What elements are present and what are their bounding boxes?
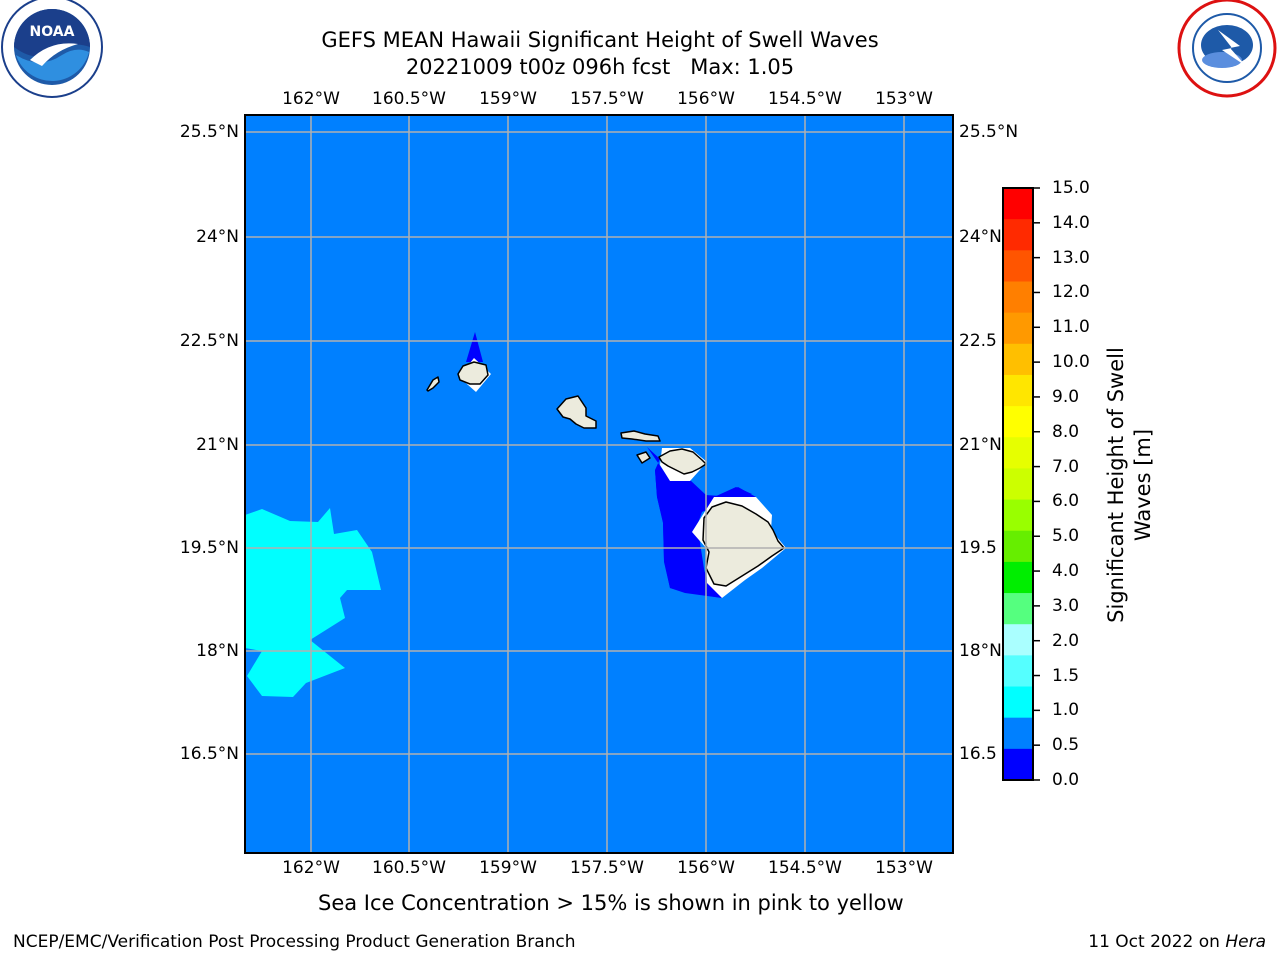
colorbar-segment: [1003, 561, 1033, 594]
colorbar-tick-label: 0.0: [1052, 770, 1080, 790]
lon-label-bottom: 154.5°W: [768, 858, 842, 878]
map-gridlines: [245, 115, 953, 853]
map-ocean: [245, 115, 953, 853]
lon-label-bottom: 156°W: [677, 858, 735, 878]
map-frame: [244, 114, 954, 854]
lon-label-bottom: 160.5°W: [372, 858, 446, 878]
colorbar-tick-label: 14.0: [1052, 212, 1090, 233]
island-niihau: [426, 376, 440, 392]
colorbar-tick-label: 7.0: [1052, 456, 1080, 477]
colorbar-tick-label: 0.5: [1052, 735, 1080, 756]
colorbar-segment: [1003, 468, 1033, 501]
lat-label-right: 24°N: [959, 227, 1002, 247]
lat-label-left: 16.5°N: [179, 744, 239, 764]
colorbar-segment: [1003, 748, 1033, 781]
lon-label-top: 156°W: [677, 89, 735, 109]
colorbar: [1003, 187, 1040, 781]
colorbar-tick-label: 1.5: [1052, 665, 1080, 686]
footer-date: 11 Oct 2022 on Hera: [1088, 932, 1266, 952]
lat-label-left: 25.5°N: [179, 122, 239, 142]
lon-label-top: 160.5°W: [372, 89, 446, 109]
colorbar-segment: [1003, 219, 1033, 251]
lon-label-top: 157.5°W: [570, 89, 644, 109]
colorbar-segment: [1003, 437, 1033, 469]
colorbar-segment: [1003, 499, 1033, 532]
colorbar-segment: [1003, 374, 1033, 407]
colorbar-segment: [1003, 717, 1033, 750]
sea-ice-note: Sea Ice Concentration > 15% is shown in …: [318, 891, 904, 915]
island-molokai: [620, 430, 661, 442]
lon-label-top: 153°W: [875, 89, 933, 109]
lat-label-left: 19.5°N: [179, 538, 239, 558]
colorbar-tick-label: 9.0: [1052, 386, 1080, 407]
lon-label-bottom: 162°W: [282, 858, 340, 878]
lat-label-left: 18°N: [196, 641, 239, 661]
noaa-logo: NOAA: [1, 0, 103, 98]
colorbar-segment: [1003, 655, 1033, 688]
nws-logo: [1177, 0, 1277, 98]
colorbar-tick-label: 2.0: [1052, 630, 1080, 651]
colorbar-tick-label: 8.0: [1052, 421, 1080, 442]
colorbar-segment: [1003, 281, 1033, 314]
lat-label-left: 21°N: [196, 435, 239, 455]
colorbar-segment: [1003, 343, 1033, 376]
colorbar-segment: [1003, 250, 1033, 282]
colorbar-segment: [1003, 312, 1033, 345]
footer-branch: NCEP/EMC/Verification Post Processing Pr…: [13, 932, 576, 952]
islands: [426, 361, 785, 587]
lon-label-bottom: 153°W: [875, 858, 933, 878]
colorbar-frame: [1002, 187, 1034, 781]
colorbar-segment: [1003, 686, 1033, 719]
figure-title: GEFS MEAN Hawaii Significant Height of S…: [321, 28, 879, 52]
colorbar-title: Significant Height of Swell Waves [m]: [1104, 347, 1155, 623]
colorbar-tick-label: 5.0: [1052, 526, 1080, 547]
colorbar-tick-label: 15.0: [1052, 178, 1090, 198]
lat-label-right: 21°N: [959, 435, 1002, 455]
island-kauai: [457, 361, 489, 385]
colorbar-tick-label: 11.0: [1052, 317, 1090, 338]
swell-region-0-0.5m-bigisland: [655, 470, 756, 598]
island-lanai: [636, 451, 651, 464]
colorbar-tick-label: 3.0: [1052, 595, 1080, 616]
lon-label-top: 154.5°W: [768, 89, 842, 109]
island-oahu: [556, 395, 597, 429]
lat-label-right: 16.5: [959, 744, 997, 764]
figure-subtitle: 20221009 t00z 096h fcst Max: 1.05: [405, 55, 795, 79]
lon-label-bottom: 157.5°W: [570, 858, 644, 878]
colorbar-segment: [1003, 530, 1033, 563]
svg-text:NOAA: NOAA: [30, 24, 75, 40]
lon-label-top: 159°W: [479, 89, 537, 109]
footer-date-text: 11 Oct 2022 on: [1088, 932, 1220, 952]
colorbar-segment: [1003, 624, 1033, 656]
island-maui: [658, 448, 707, 475]
colorbar-segment: [1003, 188, 1033, 220]
colorbar-segment: [1003, 593, 1033, 625]
lat-label-right: 19.5: [959, 538, 997, 558]
colorbar-segment: [1003, 406, 1033, 438]
colorbar-tick-label: 4.0: [1052, 561, 1080, 582]
lon-label-bottom: 159°W: [479, 858, 537, 878]
lat-label-right: 18°N: [959, 641, 1002, 661]
swell-region-1-1.5m: [245, 508, 381, 697]
swell-region-0-0.5m-kauai: [466, 332, 483, 362]
lon-label-top: 162°W: [282, 89, 340, 109]
footer-host: Hera: [1225, 932, 1266, 952]
lat-label-right: 22.5: [959, 331, 997, 351]
colorbar-tick-label: 6.0: [1052, 491, 1080, 512]
colorbar-tick-label: 13.0: [1052, 247, 1090, 268]
colorbar-tick-label: 12.0: [1052, 282, 1090, 303]
lat-label-left: 24°N: [196, 227, 239, 247]
colorbar-tick-label: 10.0: [1052, 352, 1090, 373]
lat-label-left: 22.5°N: [179, 331, 239, 351]
colorbar-tick-label: 1.0: [1052, 700, 1080, 721]
lat-label-right: 25.5°N: [959, 122, 1019, 142]
